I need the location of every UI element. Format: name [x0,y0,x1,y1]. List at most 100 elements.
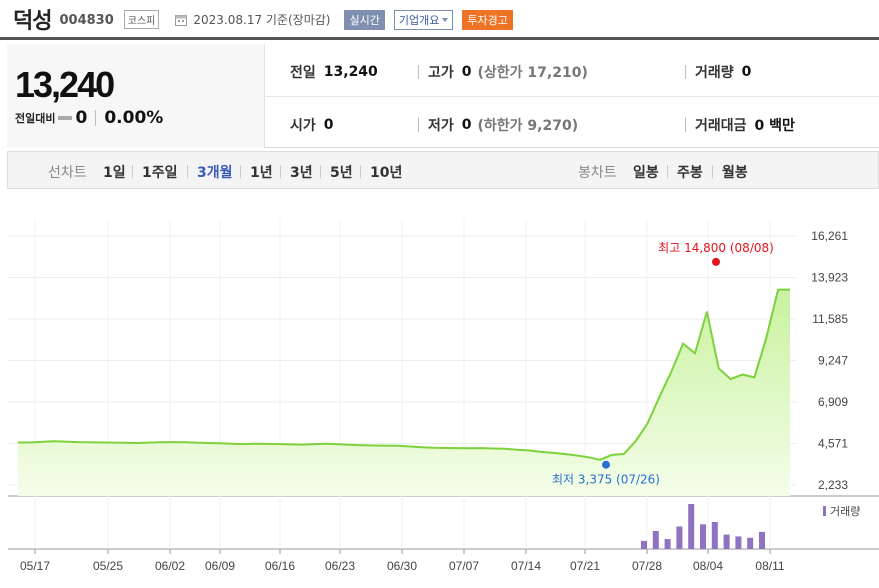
high-value: 0 [461,64,472,80]
y-tick-label: 9,247 [818,354,848,368]
x-tick-label: 05/17 [20,559,50,573]
period-1d[interactable]: 1일 [103,165,126,181]
divider [320,165,321,178]
low-cell: 저가 0 (하한가 9,270) [428,115,578,135]
volume-bar [700,524,706,550]
period-3y[interactable]: 3년 [290,165,313,181]
x-tick-label: 08/04 [693,559,723,573]
prev-close-cell: 전일 13,240 [290,62,378,82]
x-tick-label: 06/02 [155,559,185,573]
base-date: 2023.08.17 기준(장마감) [193,13,331,27]
period-3m[interactable]: 3개월 [197,165,233,181]
corp-overview-label: 기업개요 [398,13,440,27]
period-1w[interactable]: 1주일 [142,165,178,181]
price-area [18,289,790,496]
divider [712,165,713,178]
y-tick-label: 6,909 [818,395,848,409]
low-marker [602,460,610,469]
price-line [18,288,790,461]
divider [132,165,133,178]
volume-bar [735,536,742,549]
lower-limit: (하한가 9,270) [477,118,579,134]
candle-weekly[interactable]: 주봉 [677,165,703,181]
change-label: 전일대비 [15,112,56,125]
row-divider [266,96,879,97]
y-tick-label: 2,233 [818,478,848,492]
divider [360,165,361,178]
low-annotation: 최저 3,375 (07/26) [552,473,660,487]
period-1y[interactable]: 1년 [250,165,273,181]
amount-label: 거래대금 [695,118,747,134]
high-annotation: 최고 14,800 (08/08) [658,241,774,255]
open-cell: 시가 0 [290,115,334,135]
prev-close-label: 전일 [290,65,316,81]
volume-legend-label: 거래량 [830,505,860,518]
divider [685,65,686,79]
volume-bar [652,531,659,549]
volume-bar [688,504,695,549]
divider [280,165,281,178]
x-tick-label: 07/07 [449,559,479,573]
y-tick-label: 4,571 [818,437,848,451]
high-cell: 고가 0 (상한가 17,210) [428,62,588,82]
high-label: 고가 [428,65,454,81]
change-percent: 0.00% [104,108,164,128]
volume-bar [723,534,730,549]
current-price: 13,240 [15,64,115,105]
volume-bar [641,540,647,549]
candle-chart-label: 봉차트 [578,165,617,181]
y-tick-label: 11,585 [812,312,848,326]
line-chart-label: 선차트 [48,165,87,181]
y-tick-label: 16,261 [811,229,848,243]
y-axis: 16,261 13,923 11,585 9,247 6,909 4,571 2,233 [811,229,848,492]
annotations: 최고 14,800 (08/08) 최저 3,375 (07/26) [552,241,774,487]
open-value: 0 [323,117,334,133]
realtime-button[interactable]: 실시간 [344,9,385,30]
divider [240,165,241,178]
y-tick-label: 13,923 [811,271,848,285]
period-10y[interactable]: 10년 [370,165,403,181]
volume-cell: 거래량 0 [695,62,751,82]
x-tick-label: 06/16 [265,559,295,573]
investment-warning-badge[interactable]: 투자경고 [462,9,513,30]
candle-daily[interactable]: 일봉 [633,165,659,181]
upper-limit: (상한가 17,210) [477,65,588,81]
divider [187,165,188,178]
corp-overview-dropdown[interactable]: 기업개요 [393,9,454,30]
high-marker [712,257,720,266]
chevron-down-icon [442,17,449,22]
stock-name: 덕성 [13,8,52,34]
quote-panel: 13,240 전일대비 0 0.00% 전일 13,240 고가 0 (상한가 … [7,44,879,148]
divider [685,118,686,132]
volume-value: 0 [741,64,752,80]
x-tick-label: 06/09 [205,559,235,573]
volume-bar [747,537,754,550]
volume-bar [759,531,765,549]
x-tick-label: 06/30 [387,559,417,573]
prev-close-value: 13,240 [323,64,378,80]
volume-bars [641,504,765,550]
divider [418,65,419,79]
volume-bar [676,526,683,549]
x-tick-label: 07/14 [511,559,541,573]
x-axis: 05/17 05/25 06/02 06/09 06/16 06/23 06/30 07/07… [20,549,785,573]
open-label: 시가 [290,118,316,134]
stock-code: 004830 [59,13,114,28]
period-5y[interactable]: 5년 [330,165,353,181]
x-tick-label: 05/25 [93,559,123,573]
calendar-icon [175,14,188,26]
volume-legend: 거래량 [823,505,860,518]
flat-icon [58,116,73,120]
volume-bar [711,522,718,549]
candle-monthly[interactable]: 월봉 [722,165,748,181]
low-label: 저가 [428,118,454,134]
amount-cell: 거래대금 0 백만 [695,115,795,135]
price-chart: 16,261 13,923 11,585 9,247 6,909 4,571 2,233 0… [8,220,879,573]
change-row: 전일대비 0 0.00% [15,108,163,128]
x-tick-label: 06/23 [325,559,355,573]
market-tag: 코스피 [123,10,160,29]
volume-legend-swatch [823,506,826,516]
amount-value: 0 백만 [754,118,795,134]
divider [667,165,668,178]
divider [95,110,97,126]
